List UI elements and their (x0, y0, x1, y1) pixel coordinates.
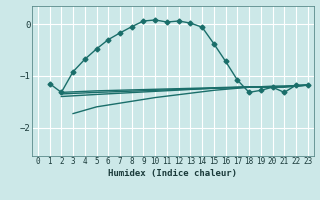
X-axis label: Humidex (Indice chaleur): Humidex (Indice chaleur) (108, 169, 237, 178)
